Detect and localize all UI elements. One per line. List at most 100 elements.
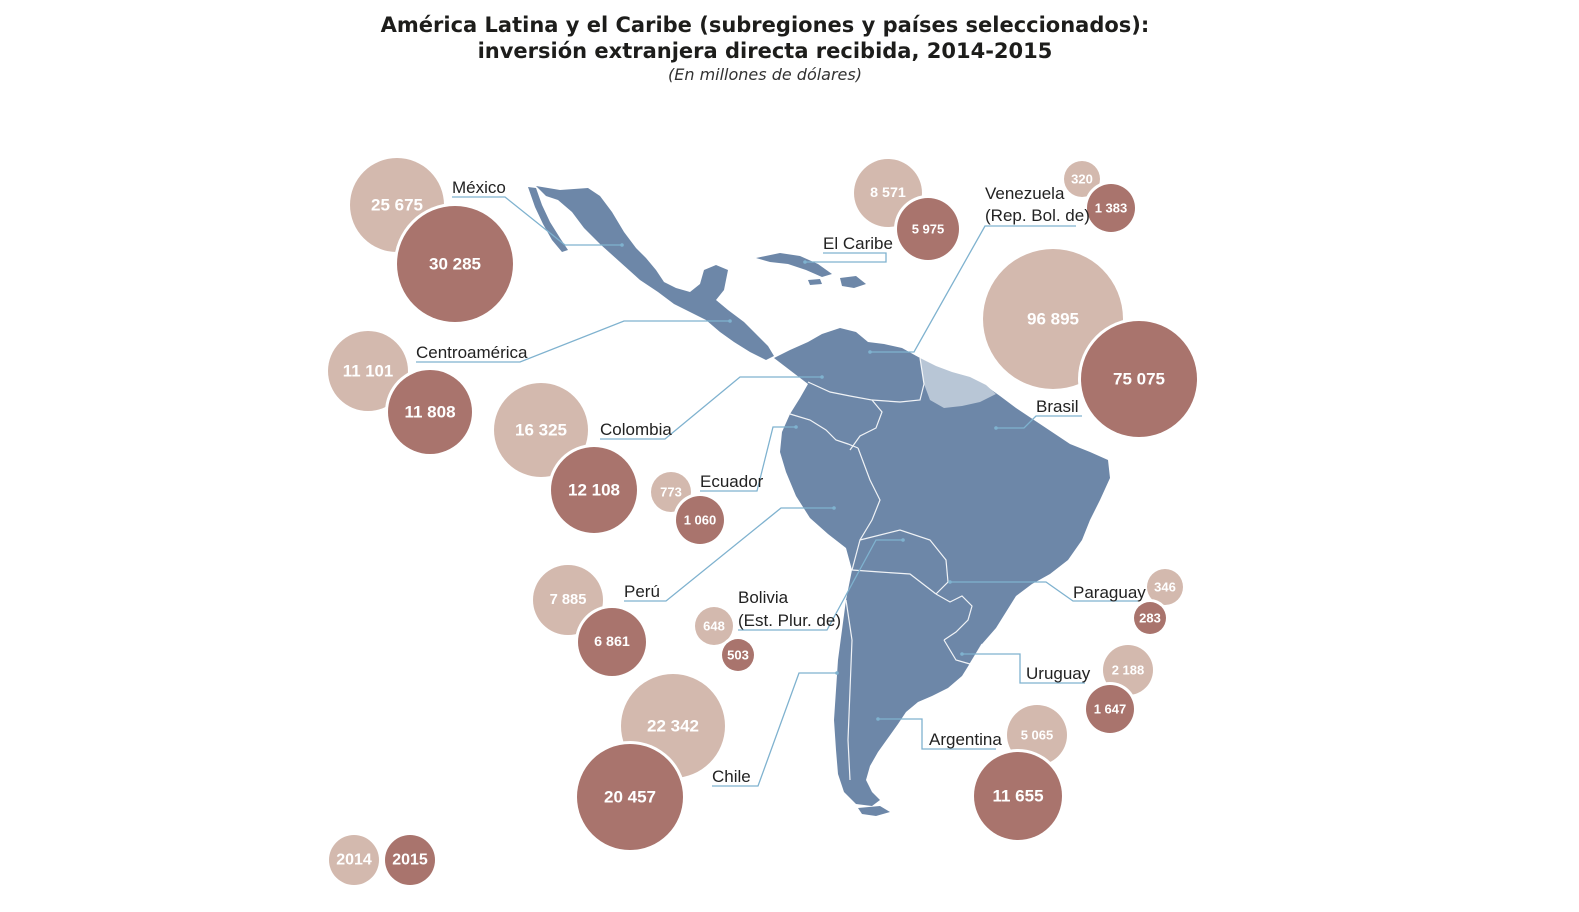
brasil-leader-dot bbox=[994, 426, 998, 430]
chart-subtitle: (En millones de dólares) bbox=[668, 65, 862, 84]
bolivia-value-2014: 648 bbox=[703, 619, 725, 634]
legend-2015-label: 2015 bbox=[392, 852, 428, 869]
brasil-circle-2015 bbox=[1081, 321, 1197, 437]
mexico-centralamerica-shape bbox=[536, 186, 774, 360]
mexico-leader-dot bbox=[620, 243, 624, 247]
jamaica-shape bbox=[808, 279, 822, 285]
region-labels: México Centroamérica Colombia Ecuador Perú Bo… bbox=[416, 178, 1146, 786]
mexico-value-2014: 25 675 bbox=[371, 196, 423, 215]
mexico-circle-2015 bbox=[397, 206, 513, 322]
colombia-value-2015: 12 108 bbox=[568, 481, 620, 500]
mexico-leader-line bbox=[452, 196, 622, 246]
argentina-circle-2015 bbox=[974, 752, 1062, 840]
country-borders bbox=[789, 357, 983, 781]
colombia-value-2014: 16 325 bbox=[515, 421, 567, 440]
venezuela-leader-line bbox=[870, 225, 1076, 353]
centroamerica-leader-line bbox=[416, 320, 730, 363]
bolivia-label-line2: (Est. Plur. de) bbox=[738, 611, 841, 630]
paraguay-value-2015: 283 bbox=[1139, 611, 1161, 626]
argentina-value-2015: 11 655 bbox=[992, 787, 1043, 806]
mexico-value-2015: 30 285 bbox=[429, 255, 481, 274]
legend-2014-label: 2014 bbox=[336, 852, 372, 869]
centroamerica-leader-dot bbox=[728, 319, 732, 323]
centroamerica-circle-2015 bbox=[388, 370, 472, 454]
chile-label: Chile bbox=[712, 767, 751, 786]
paraguay-circle-2015 bbox=[1134, 602, 1166, 634]
caribe-value-2015: 5 975 bbox=[912, 222, 945, 237]
uruguay-value-2014: 2 188 bbox=[1112, 663, 1145, 678]
colombia-circle-2015 bbox=[551, 447, 637, 533]
uruguay-circle-2014 bbox=[1103, 645, 1153, 695]
ecuador-value-2014: 773 bbox=[660, 485, 682, 500]
chart-title-line1: América Latina y el Caribe (subregiones … bbox=[380, 13, 1150, 37]
bolivia-circle-2014 bbox=[695, 607, 733, 645]
chile-value-2014: 22 342 bbox=[647, 717, 699, 736]
peru-label: Perú bbox=[624, 582, 660, 601]
bolivia-value-2015: 503 bbox=[727, 648, 749, 663]
chile-leader-dot bbox=[835, 671, 839, 675]
brasil-label: Brasil bbox=[1036, 397, 1079, 416]
peru-circle-2015 bbox=[578, 608, 646, 676]
argentina-value-2014: 5 065 bbox=[1021, 728, 1054, 743]
uruguay-leader-line bbox=[962, 653, 1085, 684]
legend-2014-swatch bbox=[329, 835, 379, 885]
caribe-circle-2015 bbox=[897, 198, 959, 260]
centroamerica-circle-2014 bbox=[328, 331, 408, 411]
peru-leader-line bbox=[624, 507, 834, 602]
colombia-circle-2014 bbox=[494, 383, 588, 477]
brasil-leader-line bbox=[996, 415, 1082, 429]
venezuela-value-2015: 1 383 bbox=[1095, 201, 1128, 216]
chile-circle-2015 bbox=[577, 744, 683, 850]
peru-leader-dot bbox=[832, 506, 836, 510]
baja-california-shape bbox=[528, 187, 568, 252]
caribe-leader-line bbox=[805, 252, 887, 263]
peru-value-2014: 7 885 bbox=[550, 592, 587, 608]
centroamerica-label: Centroamérica bbox=[416, 343, 528, 362]
legend: 2014 2015 bbox=[329, 835, 435, 885]
venezuela-label: Venezuela bbox=[985, 184, 1065, 203]
caribe-value-2014: 8 571 bbox=[870, 185, 906, 201]
ecuador-label: Ecuador bbox=[700, 472, 764, 491]
bolivia-circle-2015 bbox=[722, 639, 754, 671]
paraguay-leader-line bbox=[950, 581, 1138, 602]
brasil-value-2014: 96 895 bbox=[1027, 310, 1079, 329]
centroamerica-value-2015: 11 808 bbox=[404, 403, 455, 422]
brasil-value-2015: 75 075 bbox=[1113, 370, 1165, 389]
ecuador-value-2015: 1 060 bbox=[684, 513, 717, 528]
argentina-leader-dot bbox=[876, 717, 880, 721]
colombia-leader-line bbox=[600, 376, 822, 440]
bolivia-label: Bolivia bbox=[738, 588, 789, 607]
colombia-leader-dot bbox=[820, 375, 824, 379]
argentina-label: Argentina bbox=[929, 730, 1002, 749]
venezuela-circle-2015 bbox=[1087, 184, 1135, 232]
uruguay-label: Uruguay bbox=[1026, 664, 1091, 683]
caribe-leader-dot bbox=[803, 260, 807, 264]
mexico-label: México bbox=[452, 178, 506, 197]
chile-value-2015: 20 457 bbox=[604, 788, 656, 807]
ecuador-leader-dot bbox=[794, 425, 798, 429]
hispaniola-shape bbox=[840, 276, 866, 288]
paraguay-leader-dot bbox=[948, 580, 952, 584]
chart-title-line2: inversión extranjera directa recibida, 2… bbox=[477, 39, 1053, 63]
tierra-del-fuego-shape bbox=[858, 806, 890, 816]
colombia-label: Colombia bbox=[600, 420, 672, 439]
uruguay-value-2015: 1 647 bbox=[1094, 702, 1127, 717]
ecuador-circle-2015 bbox=[676, 496, 724, 544]
leader-lines bbox=[416, 196, 1138, 787]
paraguay-circle-2014 bbox=[1147, 569, 1183, 605]
peru-value-2015: 6 861 bbox=[594, 634, 630, 650]
chile-leader-line bbox=[712, 672, 837, 787]
uruguay-circle-2015 bbox=[1086, 685, 1134, 733]
uruguay-leader-dot bbox=[960, 652, 964, 656]
venezuela-circle-2014 bbox=[1064, 161, 1100, 197]
guianas-shape bbox=[920, 358, 996, 408]
venezuela-label-line2: (Rep. Bol. de) bbox=[985, 206, 1090, 225]
ecuador-leader-line bbox=[700, 426, 796, 492]
venezuela-leader-dot bbox=[868, 350, 872, 354]
bolivia-leader-line bbox=[738, 539, 903, 631]
caribe-label: El Caribe bbox=[823, 234, 893, 253]
venezuela-value-2014: 320 bbox=[1071, 172, 1093, 187]
cuba-shape bbox=[756, 253, 832, 277]
